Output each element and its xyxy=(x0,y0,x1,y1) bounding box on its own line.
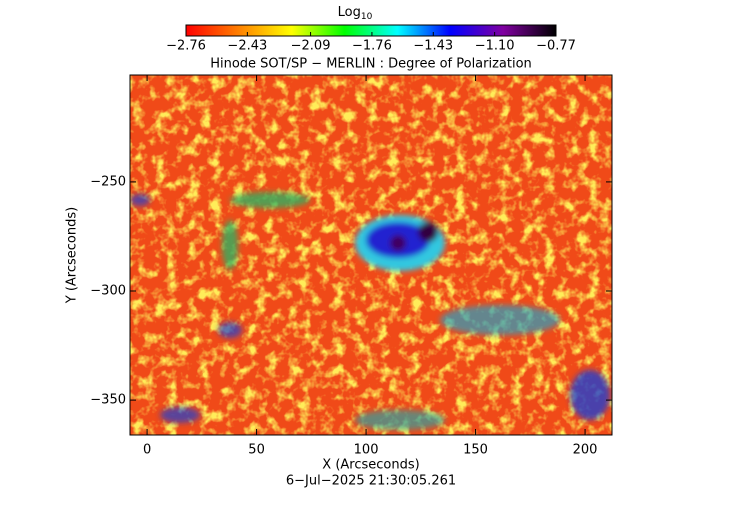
x-tick-label: 50 xyxy=(248,443,265,458)
strong-field-regions xyxy=(130,192,610,430)
colorbar-tick-label: −2.09 xyxy=(291,39,331,54)
x-tick-label: 100 xyxy=(354,443,379,458)
x-tick-label: 0 xyxy=(143,443,151,458)
colorbar-label: Log10 xyxy=(338,5,373,22)
x-axis-label: X (Arcseconds) xyxy=(322,458,419,473)
image xyxy=(130,75,612,435)
x-tick-label: 150 xyxy=(463,443,488,458)
y-tick-label: −250 xyxy=(90,174,126,189)
colorbar xyxy=(185,24,557,37)
y-axis-label: Y (Arcseconds) xyxy=(65,207,80,304)
colorbar-tick-label: −1.43 xyxy=(413,39,453,54)
y-tick-label: −300 xyxy=(90,284,126,299)
footer-date: 6−Jul−2025 21:30:05.261 xyxy=(286,474,456,489)
colorbar-tick-label: −2.76 xyxy=(166,39,206,54)
x-tick-label: 200 xyxy=(573,443,598,458)
colorbar-tick-label: −2.43 xyxy=(227,39,267,54)
chart-title: Hinode SOT/SP − MERLIN : Degree of Polar… xyxy=(210,57,532,72)
plot-frame xyxy=(129,74,613,436)
colorbar-tick-label: −0.77 xyxy=(536,39,576,54)
colorbar-tick-label: −1.76 xyxy=(352,39,392,54)
colorbar-tick-label: −1.10 xyxy=(475,39,515,54)
y-tick-label: −350 xyxy=(90,393,126,408)
